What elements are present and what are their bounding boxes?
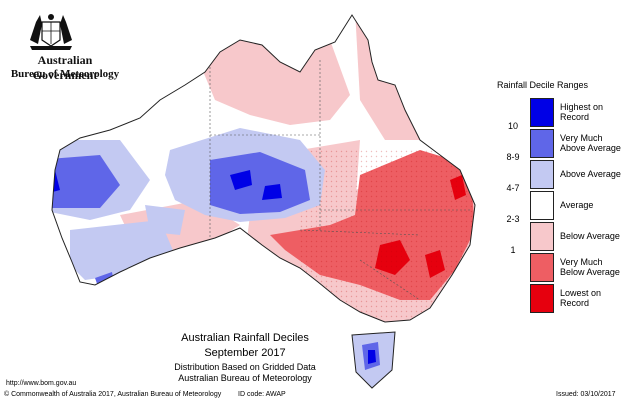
map-source: Australian Bureau of Meteorology	[178, 373, 312, 383]
legend-label: Lowest on Record	[560, 288, 630, 308]
legend-swatch	[530, 222, 554, 251]
legend-label: Above Average	[560, 169, 630, 179]
legend-label-line: Above Average	[560, 169, 621, 179]
coat-of-arms-emblem	[30, 14, 72, 50]
legend-label-line: Below Average	[560, 231, 620, 241]
map-title: Australian Rainfall Deciles	[181, 332, 309, 344]
legend-label: Highest on Record	[560, 102, 630, 122]
legend-swatch	[530, 98, 554, 127]
legend-label: Average	[560, 200, 630, 210]
legend-item: 4-7 Average	[500, 183, 620, 220]
legend-item: Highest on Record	[500, 98, 620, 127]
legend-item: 8-9 Above Average	[500, 152, 621, 189]
legend-label: Very Much Below Average	[560, 257, 630, 277]
legend-swatch	[530, 160, 554, 189]
legend-range: 4-7	[506, 183, 520, 193]
legend-label-line: Very Much	[560, 133, 603, 143]
legend-title: Rainfall Decile Ranges	[497, 80, 589, 90]
government-name: Australian Government	[32, 53, 98, 82]
legend-range: 1	[510, 245, 516, 255]
legend-item: 10 Very Much Above Average	[500, 121, 621, 158]
legend-label-line: Average	[560, 200, 594, 210]
copyright-note: © Commonwealth of Australia 2017, Austra…	[4, 391, 222, 398]
legend-label-line: Highest on	[560, 102, 604, 112]
legend-label-line: Above Average	[560, 143, 621, 153]
legend-item: Lowest on Record	[500, 284, 620, 313]
legend-swatch	[530, 284, 554, 313]
legend-swatch	[530, 191, 554, 220]
legend-item: 2-3 Below Average	[500, 214, 620, 251]
issued-date: Issued: 03/10/2017	[556, 391, 616, 398]
id-code: ID code: AWAP	[238, 391, 286, 398]
legend-label-line: Record	[560, 112, 590, 122]
website-link[interactable]: http://www.bom.gov.au	[6, 380, 77, 387]
bureau-name: Bureau of Meteorology	[10, 68, 120, 80]
map-period: September 2017	[204, 347, 286, 359]
legend-swatch	[530, 253, 554, 282]
legend-label-line: Below Average	[560, 267, 620, 277]
legend-range: 8-9	[506, 152, 520, 162]
legend-label-line: Lowest on	[560, 288, 602, 298]
legend-range: 2-3	[506, 214, 520, 224]
legend-item: 1 Very Much Below Average	[500, 245, 620, 282]
map-distribution-note: Distribution Based on Gridded Data	[174, 362, 316, 372]
legend-swatch	[530, 129, 554, 158]
legend-label: Very Much Above Average	[560, 133, 630, 153]
legend-label-line: Record	[560, 298, 590, 308]
legend-label-line: Very Much	[560, 257, 603, 267]
legend-range: 10	[507, 121, 518, 131]
legend-label: Below Average	[560, 231, 630, 241]
